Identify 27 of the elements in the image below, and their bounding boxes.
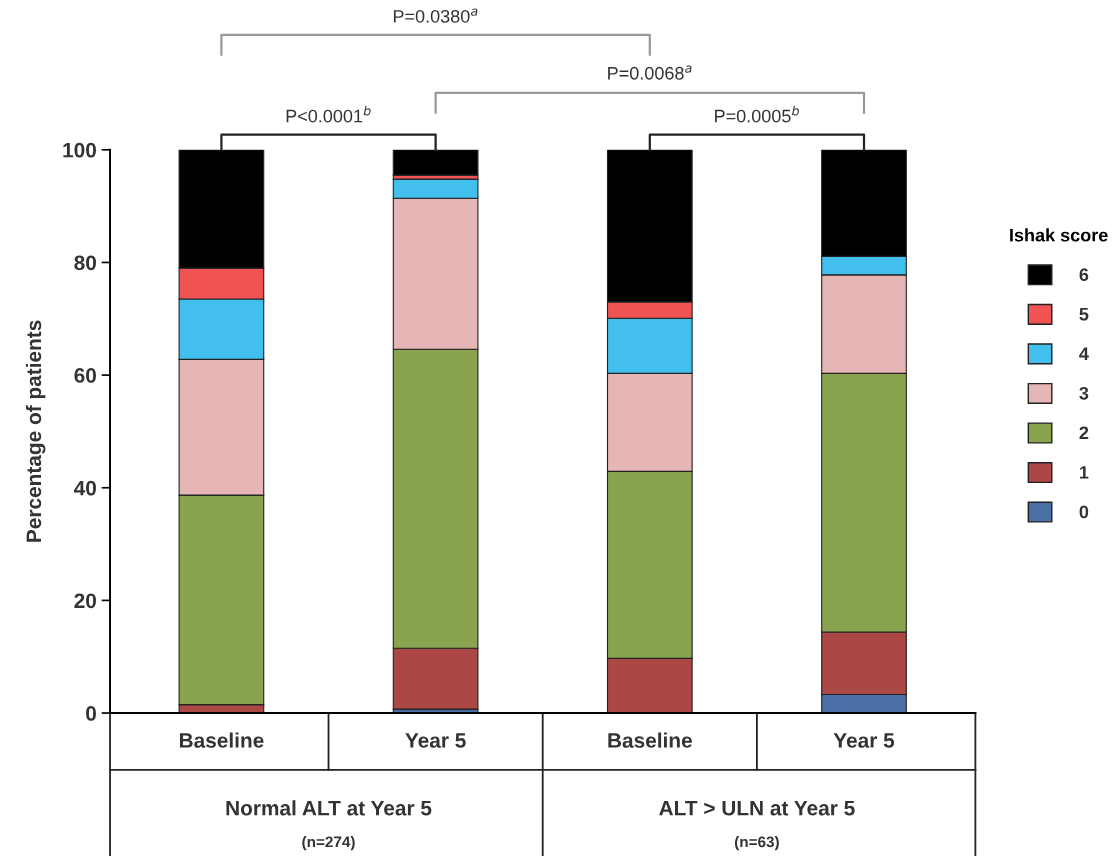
legend-label: 6: [1079, 268, 1089, 282]
x-tick-label: Year 5: [405, 733, 466, 748]
text: P=0.0068$^{a}$: [608, 65, 692, 80]
legend-label: 4: [1079, 347, 1089, 360]
legend-label: 3: [1079, 386, 1089, 400]
text: Normal ALT at Year 5: [226, 800, 432, 816]
x-tick-label: Baseline: [608, 732, 692, 748]
y-tick-label: 40: [73, 480, 96, 496]
y-tick-label: 20: [74, 593, 96, 609]
legend-label: 0: [1079, 505, 1089, 519]
legend-label: 5: [1079, 307, 1089, 321]
text: P=0.0005$^{b}$: [715, 105, 799, 123]
x-tick-label: Year 5: [833, 733, 895, 748]
y-tick-label: 60: [74, 368, 96, 383]
legend-label: 1: [1080, 466, 1089, 479]
text: P=0.0380$^{a}$: [393, 8, 478, 23]
text: ALT > ULN at Year 5: [659, 800, 855, 816]
x-tick-label: Baseline: [179, 732, 264, 748]
y-axis-title: Percentage of patients: [25, 320, 46, 542]
text: (n=274): [302, 836, 355, 851]
y-tick-label: 80: [74, 255, 96, 271]
text: (n=63): [734, 836, 779, 851]
legend-label: 2: [1079, 426, 1089, 440]
legend-title: Ishak score: [1010, 228, 1108, 242]
text: P<0.0001$^{b}$: [286, 105, 371, 123]
y-tick-label: 100: [63, 142, 96, 158]
y-tick-label: 0: [86, 706, 96, 721]
